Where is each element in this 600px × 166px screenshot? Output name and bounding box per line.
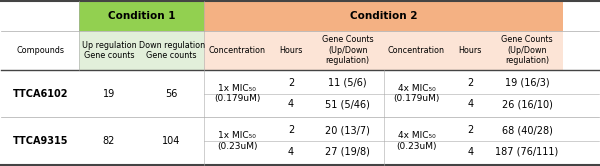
Text: Concentration: Concentration	[209, 46, 266, 55]
Bar	[205, 31, 563, 70]
Text: TTCA9315: TTCA9315	[13, 136, 68, 146]
Text: Gene Counts
(Up/Down
regulation): Gene Counts (Up/Down regulation)	[501, 36, 553, 65]
Bar	[1, 117, 563, 165]
Text: Hours: Hours	[280, 46, 303, 55]
Text: 1x MIC₅₀
(0.179uM): 1x MIC₅₀ (0.179uM)	[214, 84, 260, 103]
Text: 4: 4	[467, 99, 473, 110]
Text: Concentration: Concentration	[388, 46, 445, 55]
Text: Hours: Hours	[458, 46, 482, 55]
Text: Gene Counts
(Up/Down
regulation): Gene Counts (Up/Down regulation)	[322, 36, 374, 65]
Text: 2: 2	[288, 78, 294, 88]
Bar	[205, 1, 563, 31]
Text: 187 (76/111): 187 (76/111)	[496, 147, 559, 157]
Text: Condition 1: Condition 1	[108, 11, 175, 21]
Text: 11 (5/6): 11 (5/6)	[328, 78, 367, 88]
Text: Up regulation
Gene counts: Up regulation Gene counts	[82, 41, 136, 60]
Text: 4: 4	[467, 147, 473, 157]
Bar	[79, 1, 205, 31]
Text: 56: 56	[166, 89, 178, 99]
Text: Down regulation
Gene counts: Down regulation Gene counts	[139, 41, 205, 60]
Text: 51 (5/46): 51 (5/46)	[325, 99, 370, 110]
Text: 27 (19/8): 27 (19/8)	[325, 147, 370, 157]
Text: 4x MIC₅₀
(0.23uM): 4x MIC₅₀ (0.23uM)	[396, 131, 437, 151]
Text: 4: 4	[288, 147, 294, 157]
Text: 1x MIC₅₀
(0.23uM): 1x MIC₅₀ (0.23uM)	[217, 131, 257, 151]
Text: 2: 2	[288, 125, 294, 135]
Bar	[1, 31, 79, 70]
Text: 19: 19	[103, 89, 115, 99]
Text: 82: 82	[103, 136, 115, 146]
Bar	[1, 70, 563, 117]
Text: Compounds: Compounds	[16, 46, 64, 55]
Text: 4: 4	[288, 99, 294, 110]
Text: 19 (16/3): 19 (16/3)	[505, 78, 549, 88]
Text: 2: 2	[467, 78, 473, 88]
Text: TTCA6102: TTCA6102	[13, 89, 68, 99]
Text: 4x MIC₅₀
(0.179uM): 4x MIC₅₀ (0.179uM)	[393, 84, 440, 103]
Text: 20 (13/7): 20 (13/7)	[325, 125, 370, 135]
Text: 68 (40/28): 68 (40/28)	[502, 125, 553, 135]
Bar	[79, 31, 205, 70]
Text: 2: 2	[467, 125, 473, 135]
Text: 104: 104	[163, 136, 181, 146]
Text: Condition 2: Condition 2	[350, 11, 418, 21]
Text: 26 (16/10): 26 (16/10)	[502, 99, 553, 110]
